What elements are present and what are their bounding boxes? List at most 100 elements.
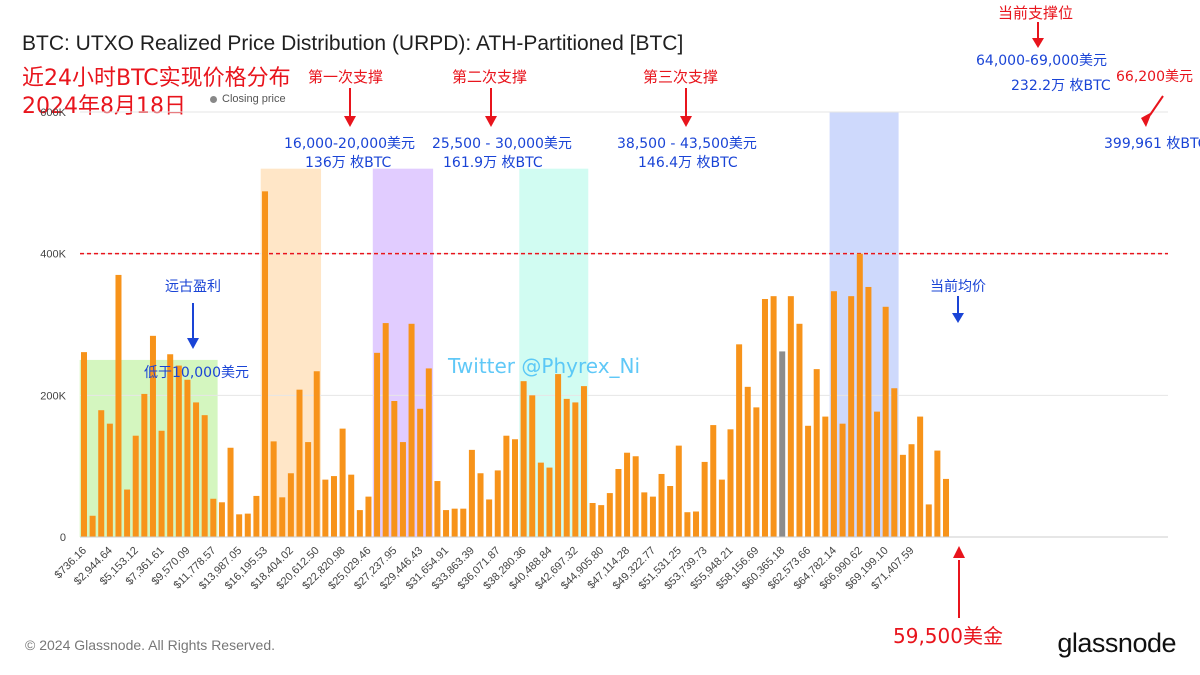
legend: Closing price [210,93,286,105]
watermark: Twitter @Phyrex_Ni [448,354,641,378]
bar [262,191,269,538]
bar [356,510,363,537]
bar [796,323,803,537]
bar [615,469,622,537]
current-support-title: 当前支撑位 [998,4,1074,22]
support2-title: 第二次支撑 [452,68,528,86]
bar [348,474,355,537]
support1-range: 16,000-20,000美元 [284,136,416,152]
gridlines [80,111,1168,538]
chinese-date: 2024年8月18日 [22,94,186,119]
below-10k-label: 低于10,000美元 [144,365,249,381]
bar [210,498,217,537]
bar [839,423,846,537]
bar [296,389,303,537]
bar [132,435,139,537]
y-tick-label: 0 [60,532,66,544]
bar [322,479,329,537]
bar [856,253,863,537]
bars [81,191,949,538]
y-tick-label: 200K [40,390,66,402]
bar [434,481,441,537]
bar [718,479,725,537]
bar [563,398,570,537]
bar [89,515,96,537]
bar [658,473,665,537]
bar [908,444,915,537]
bar [943,478,949,537]
bar [408,323,415,537]
bar [641,492,648,537]
bar [727,429,734,537]
bar [81,352,87,537]
y-tick-label: 600K [40,107,66,119]
bar [270,441,277,537]
closing-price-bar [779,351,786,537]
support3-title: 第三次支撑 [643,68,719,86]
bar [305,442,312,537]
bar [736,344,743,537]
bar [830,291,837,537]
bar [589,503,596,537]
bar [417,408,424,537]
bar [287,473,294,537]
legend-closing-price: Closing price [222,93,286,105]
bar [106,423,113,537]
bar [149,335,156,537]
bar [451,508,458,537]
bar [253,495,260,537]
bar [598,505,605,537]
annotation-arrows [187,22,1164,618]
bar [572,402,579,537]
bar [244,513,251,537]
bar [167,354,174,537]
closing-price-dot [210,95,217,103]
bar [744,386,751,537]
bar [701,461,708,537]
bar [175,365,182,537]
bar [882,306,889,537]
bar [917,416,924,537]
price-usd-label: 59,500美金 [893,624,1003,648]
copyright-footer: © 2024 Glassnode. All Rights Reserved. [25,637,276,653]
bar [555,374,562,537]
bar [649,496,656,537]
bar [124,489,131,537]
chinese-subtitle: 近24小时BTC实现价格分布 [22,66,291,91]
bar [537,462,544,537]
right-price-label: 66,200美元 [1116,69,1193,85]
glassnode-logo: glassnode [1057,628,1176,658]
bar [201,415,208,537]
current-avg-label: 当前均价 [930,279,986,295]
bar [374,352,381,537]
bar [227,447,234,537]
bar [546,467,553,537]
bar [761,299,768,537]
bar [468,449,475,537]
bar [141,393,148,537]
bar [805,425,812,537]
bar [218,502,225,537]
support2-amount: 161.9万 枚BTC [443,155,543,171]
bar [874,411,881,537]
current-support-amount: 232.2万 枚BTC [1011,78,1111,94]
bar [391,401,398,537]
bar [822,416,829,537]
support1-amount: 136万 枚BTC [305,155,392,171]
bar [158,430,165,537]
bar [934,450,941,537]
bar [813,369,820,537]
ancient-profit-label: 远古盈利 [165,279,221,295]
bar [925,504,932,537]
bar [529,395,536,537]
bar [279,497,286,537]
bar [460,508,467,537]
bar [632,456,639,537]
bar [494,470,501,537]
bar [382,323,389,537]
current-support-range: 64,000-69,000美元 [976,53,1108,69]
bar [891,388,898,537]
bar [899,454,906,537]
bar [339,428,346,537]
